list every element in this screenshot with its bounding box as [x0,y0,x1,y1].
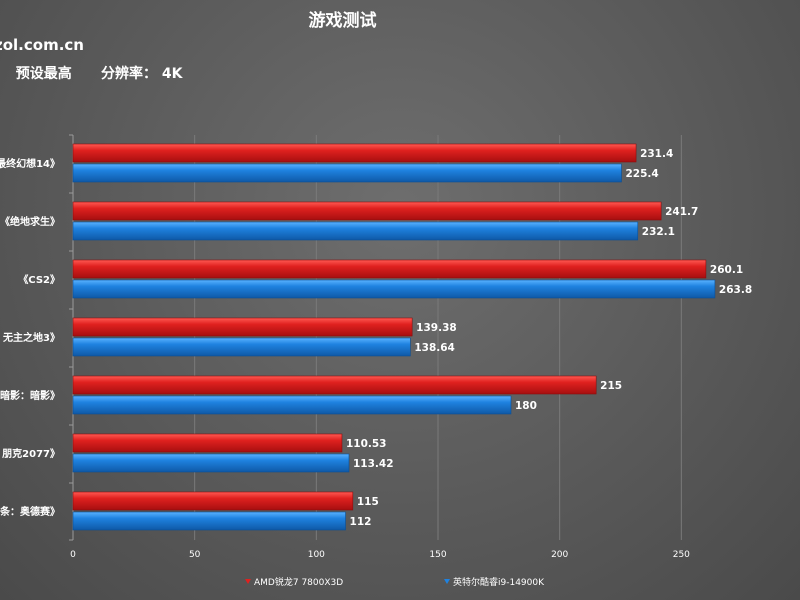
x-tick-label: 250 [673,550,690,560]
bar-series-1 [72,259,707,279]
bar-series-2 [72,511,346,531]
bar-series-1 [72,491,354,511]
bar-series-1 [72,143,637,163]
chart-title: 游戏测试 [308,11,377,31]
source-label: zol.com.cn [0,36,84,54]
data-label: 231.4 [640,148,673,160]
category-label: 《绝地求生》 [0,215,60,228]
data-label: 241.7 [665,206,698,218]
data-label: 113.42 [353,458,394,470]
category-label: 朋克2077》 [1,447,60,460]
bar-series-1 [72,317,413,337]
data-label: 263.8 [719,284,752,296]
test-settings-label: ： 预设最高 分辨率： 4K [0,66,183,82]
legend-swatch-red [245,579,251,584]
bar-series-1 [72,433,343,453]
data-label: 215 [600,380,622,392]
x-tick-label: 0 [70,550,76,560]
x-tick-label: 150 [429,550,446,560]
data-label: 139.38 [416,322,457,334]
data-label: 180 [515,400,537,412]
x-tick-label: 200 [551,550,568,560]
data-label: 110.53 [346,438,387,450]
x-tick-label: 50 [189,550,201,560]
data-label: 225.4 [625,168,658,180]
category-label: 暗影：暗影》 [0,389,60,402]
bar-series-1 [72,201,662,221]
data-label: 232.1 [642,226,675,238]
bar-series-2 [72,453,350,473]
category-label: 无主之地3》 [2,331,60,344]
data-label: 260.1 [710,264,743,276]
chart-legend: AMD锐龙7 7800X3D 英特尔酷睿i9-14900K [0,575,800,591]
legend-item-series-2: 英特尔酷睿i9-14900K [444,575,544,588]
bar-chart: 0501001502002503231.4225.4最终幻想14》241.723… [0,134,752,560]
category-label: 最终幻想14》 [0,157,60,170]
data-label: 112 [350,516,372,528]
category-label: 《CS2》 [18,273,60,286]
bar-series-2 [72,337,411,357]
legend-swatch-blue [444,579,450,584]
data-label: 115 [357,496,379,508]
category-label: 条：奥德赛》 [0,505,60,518]
data-label: 138.64 [414,342,455,354]
bar-series-1 [72,375,597,395]
bar-series-2 [72,221,639,241]
bar-series-2 [72,163,622,183]
bar-series-2 [72,395,512,415]
legend-label-series-2: 英特尔酷睿i9-14900K [453,578,545,588]
bar-series-2 [72,279,716,299]
legend-label-series-1: AMD锐龙7 7800X3D [254,578,344,588]
x-tick-label: 100 [308,550,325,560]
legend-item-series-1: AMD锐龙7 7800X3D [245,575,343,588]
